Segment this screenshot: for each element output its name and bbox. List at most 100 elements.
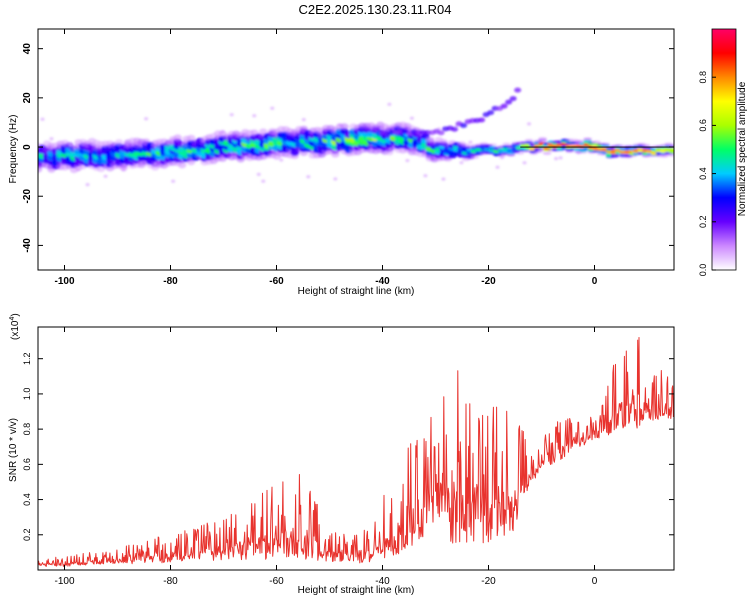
chart-title: C2E2.2025.130.23.11.R04 [299,2,452,17]
spectrogram-frame [37,28,675,271]
spectrogram-cell-1026 [514,87,522,93]
spectrogram-y-tick-label-1: -20 [22,189,33,204]
snr-y-tick-label-1: 0.4 [22,493,32,506]
spectrogram-cell-607 [425,136,435,143]
snr-y-tick-label-4: 1.0 [22,388,32,401]
colorbar-tick-label-3: 0.6 [698,119,708,132]
snr-series-line [38,337,674,567]
spectrogram-cell-988 [664,142,673,146]
spectrogram-panel: -100 -80 -60 -40 -20 0 -40 -20 0 20 40 Height of … [8,28,675,297]
colorbar: 0.0 0.2 0.4 0.6 0.8 Normalized spectral ampl… [698,28,748,276]
spectrogram-cell-1025 [509,96,517,102]
spectrogram-cell-885 [601,143,610,146]
snr-frame [37,326,675,571]
spectrogram-cell-543 [387,102,392,106]
spectrogram-cell-128 [114,139,124,146]
spectrogram-cell-108 [103,174,108,178]
snr-x-tick-label-3: -40 [375,576,390,587]
snr-y-ticks: 0.2 0.4 0.6 0.8 1.0 1.2 [22,352,674,541]
snr-y-tick-label-0: 0.2 [22,529,32,542]
snr-scale-exponent: 4 [9,317,16,321]
spectrogram-cell-803 [554,157,559,161]
spectrogram-cell-871 [592,140,601,144]
colorbar-ticks: 0.0 0.2 0.4 0.6 0.8 [698,71,716,276]
spectrogram-x-tick-label-1: -80 [163,276,178,287]
spectrogram-y-tick-label-4: 40 [22,43,33,55]
snr-panel: -100 -80 -60 -40 -20 0 0.2 0.4 0.6 0.8 1.0 1.2 Hei… [8,313,675,596]
spectrogram-x-ticks: -100 -80 -60 -40 -20 0 [54,29,598,287]
spectrogram-cell-1012 [451,126,459,132]
spectrogram-y-tick-label-0: -40 [22,238,33,253]
spectrogram-cell-1024 [505,99,513,105]
spectrogram-cell-338 [256,172,261,176]
colorbar-label: Normalized spectral amplitude [737,81,748,216]
spectrogram-cell-282 [220,129,225,134]
spectrogram-cell-706 [495,165,500,169]
spectrogram-cell-579 [409,116,414,120]
spectrogram-cell-721 [502,142,511,146]
spectrogram-y-tick-label-3: 20 [22,92,33,104]
snr-scale-prefix: (x10 [10,320,21,340]
colorbar-tick-label-4: 0.8 [698,71,708,84]
snr-scale-suffix: ) [10,313,21,316]
colorbar-tick-label-2: 0.4 [698,167,708,180]
spectrogram-cell-699 [488,143,498,147]
spectrogram-cell-346 [261,179,266,183]
spectrogram-cell-410 [301,117,306,122]
spectrogram-cell-654 [459,161,464,165]
snr-y-scale-note: (x104) [9,313,21,340]
snr-x-tick-label-1: -80 [163,576,178,587]
svg-text:(x104): (x104) [9,313,21,340]
spectrogram-x-tick-label-3: -40 [375,276,390,287]
spectrogram-cell-360 [270,106,275,110]
snr-x-tick-label-4: -20 [481,576,496,587]
spectrogram-cell-783 [542,152,552,155]
snr-x-axis-label: Height of straight line (km) [298,585,415,596]
spectrogram-cell-375 [279,158,284,162]
spectrogram-cell-571 [405,158,410,163]
spectrogram-cell-723 [506,153,516,157]
spectrogram-y-ticks: -40 -20 0 20 40 [22,43,674,253]
spectrogram-cell-80 [85,183,90,187]
spectrogram-cell-781 [538,137,547,140]
snr-x-tick-label-0: -100 [54,576,74,587]
spectrogram-cell-12 [40,117,45,121]
spectrogram-cell-218 [177,161,187,169]
spectrogram-cell-217 [173,134,182,142]
snr-y-tick-label-5: 1.2 [22,352,32,365]
snr-y-tick-label-3: 0.8 [22,423,32,436]
spectrogram-cell-628 [439,139,448,145]
snr-y-tick-label-2: 0.6 [22,458,32,471]
snr-x-tick-label-5: 0 [592,576,598,587]
spectrogram-cell-295 [229,113,234,117]
spectrogram-cell-714 [500,155,505,160]
spectrogram-cell-600 [423,174,428,178]
spectrogram-x-tick-label-5: 0 [592,276,598,287]
spectrogram-cell-459 [333,177,338,181]
spectrogram-cell-668 [468,140,473,144]
snr-y-axis-label: SNR (10 * v/v) [8,418,19,482]
spectrogram-cell-416 [306,175,311,179]
spectrogram-cell-993 [668,148,674,151]
spectrogram-cell-757 [527,122,532,126]
spectrogram-cell-735 [515,151,525,155]
spectrogram-x-tick-label-4: -20 [481,276,496,287]
spectrogram-cell-856 [583,137,592,141]
colorbar-tick-label-0: 0.0 [698,264,708,277]
spectrogram-cell-1014 [460,123,468,129]
colorbar-frame [711,28,737,271]
spectrogram-cell-952 [641,143,651,147]
spectrogram-y-axis-label: Frequency (Hz) [8,115,19,184]
snr-plot-area [38,327,674,570]
spectrogram-cell-345 [258,128,268,136]
spectrogram-cell-135 [121,168,126,172]
spectrogram-cell-1018 [478,117,486,123]
spectrogram-x-tick-label-2: -60 [269,276,284,287]
spectrogram-cell-473 [340,123,349,131]
spectrogram-cell-669 [470,155,480,159]
spectrogram-cell-1023 [500,103,508,109]
snr-x-tick-label-2: -60 [269,576,284,587]
spectrogram-cell-629 [441,177,446,181]
snr-x-ticks: -100 -80 -60 -40 -20 0 [54,327,598,587]
